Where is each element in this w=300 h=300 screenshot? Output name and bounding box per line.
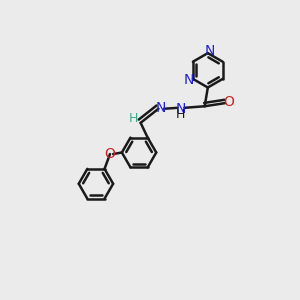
Text: N: N	[184, 74, 194, 88]
Text: N: N	[155, 101, 166, 115]
Text: H: H	[176, 108, 185, 121]
Text: O: O	[104, 147, 115, 161]
Text: O: O	[223, 95, 234, 109]
Text: N: N	[176, 102, 186, 116]
Text: N: N	[204, 44, 214, 58]
Text: H: H	[129, 112, 138, 124]
